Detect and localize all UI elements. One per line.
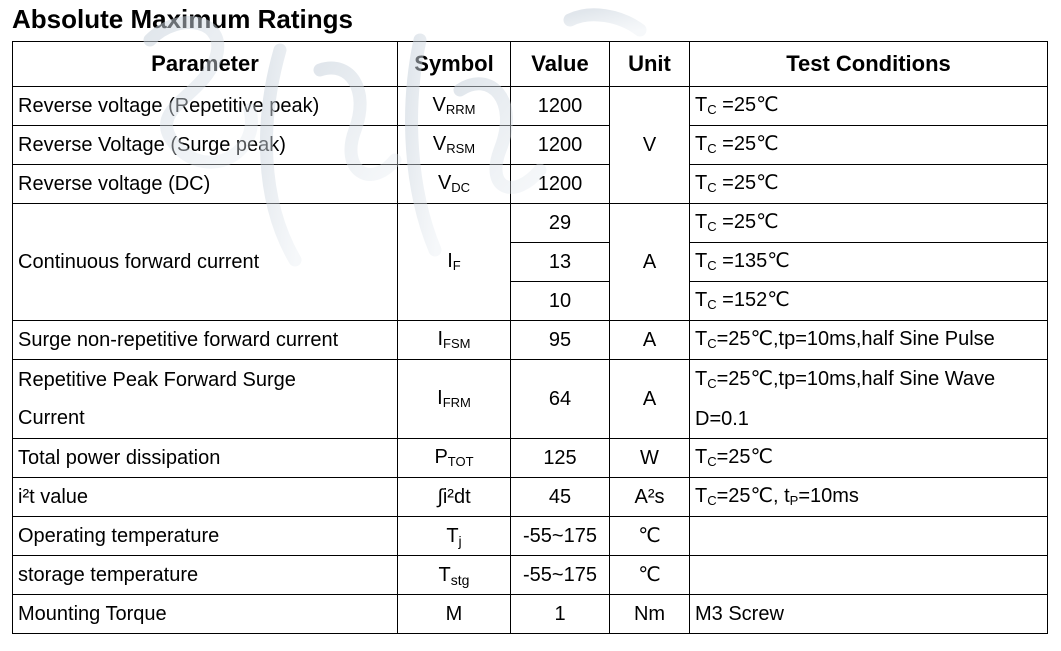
unit-cell: W [609,438,690,478]
table-row: storage temperature Tstg -55~175 ℃ [12,555,1048,595]
conditions-cell: M3 Screw [689,594,1048,634]
value-cell: 13 [510,242,610,282]
table-row: Mounting Torque M 1 Nm M3 Screw [12,594,1048,634]
unit-cell: A²s [609,477,690,517]
header-unit: Unit [609,41,690,87]
parameter-cell: i²t value [12,477,398,517]
table-row: i²t value ∫i²dt 45 A²s TC=25℃, tP=10ms [12,477,1048,517]
symbol-cell: IF [397,203,511,321]
conditions-cell: TC =25℃ [689,203,1048,243]
table-row: 10 TC =152℃ [13,281,1048,321]
table-row: Reverse voltage (DC) VDC 1200 TC =25℃ [12,164,1048,204]
conditions-cell: TC=25℃ [689,438,1048,478]
value-cell: -55~175 [510,555,610,595]
table-row: Reverse voltage (Repetitive peak) VRRM 1… [12,86,1048,204]
symbol-cell: ∫i²dt [397,477,511,517]
unit-cell: ℃ [609,555,690,595]
conditions-cell [689,516,1048,556]
symbol-cell: Tstg [397,555,511,595]
table-row: Repetitive Peak Forward Surge Current IFR… [12,359,1048,439]
table-row: Continuous forward current IF 29 A TC =2… [12,203,1048,321]
value-cell: 95 [510,320,610,360]
symbol-cell: IFRM [397,359,511,439]
unit-cell: ℃ [609,516,690,556]
table-row: 13 TC =135℃ [13,242,1048,282]
page-title: Absolute Maximum Ratings [12,4,353,34]
table-row: Operating temperature Tj -55~175 ℃ [12,516,1048,556]
value-cell: 45 [510,477,610,517]
value-cell: 29 [510,203,610,243]
table-row: Total power dissipation PTOT 125 W TC=25… [12,438,1048,478]
symbol-cell: VDC [397,164,511,204]
header-row: Parameter Symbol Value Unit Test Conditi… [12,41,1048,87]
symbol-cell: IFSM [397,320,511,360]
value-cell: 10 [510,281,610,321]
conditions-cell: TC =135℃ [689,242,1048,282]
value-cell: 1200 [510,164,610,204]
unit-cell: V [609,86,690,204]
conditions-cell [689,555,1048,595]
parameter-cell: Surge non-repetitive forward current [12,320,398,360]
conditions-cell: TC =25℃ [689,125,1048,165]
header-value: Value [510,41,610,87]
conditions-cell: TC=25℃,tp=10ms,half Sine Wave D=0.1 [689,359,1048,439]
parameter-cell: Mounting Torque [12,594,398,634]
unit-cell: A [609,359,690,439]
header-symbol: Symbol [397,41,511,87]
conditions-cell: TC =152℃ [689,281,1048,321]
value-cell: 1 [510,594,610,634]
value-cell: 125 [510,438,610,478]
symbol-cell: VRSM [397,125,511,165]
symbol-cell: PTOT [397,438,511,478]
value-cell: -55~175 [510,516,610,556]
value-cell: 1200 [510,125,610,165]
parameter-cell: Repetitive Peak Forward Surge Current [12,359,398,439]
table-row: Surge non-repetitive forward current IFS… [12,320,1048,360]
conditions-cell: TC=25℃, tP=10ms [689,477,1048,517]
table-row: Reverse Voltage (Surge peak) VRSM 1200 T… [12,125,1048,165]
parameter-cell: storage temperature [12,555,398,595]
value-cell: 64 [510,359,610,439]
parameter-cell: Reverse Voltage (Surge peak) [12,125,398,165]
header-conditions: Test Conditions [689,41,1048,87]
value-cell: 1200 [510,86,610,126]
symbol-cell: M [397,594,511,634]
conditions-cell: TC =25℃ [689,86,1048,126]
symbol-cell: Tj [397,516,511,556]
ratings-table: Parameter Symbol Value Unit Test Conditi… [12,41,1048,634]
unit-cell: A [609,320,690,360]
parameter-cell: Continuous forward current [12,203,398,321]
parameter-cell: Reverse voltage (DC) [12,164,398,204]
parameter-cell: Total power dissipation [12,438,398,478]
unit-cell: Nm [609,594,690,634]
conditions-cell: TC =25℃ [689,164,1048,204]
unit-cell: A [609,203,690,321]
header-parameter: Parameter [12,41,398,87]
symbol-cell: VRRM [397,86,511,126]
parameter-cell: Reverse voltage (Repetitive peak) [12,86,398,126]
parameter-cell: Operating temperature [12,516,398,556]
conditions-cell: TC=25℃,tp=10ms,half Sine Pulse [689,320,1048,360]
